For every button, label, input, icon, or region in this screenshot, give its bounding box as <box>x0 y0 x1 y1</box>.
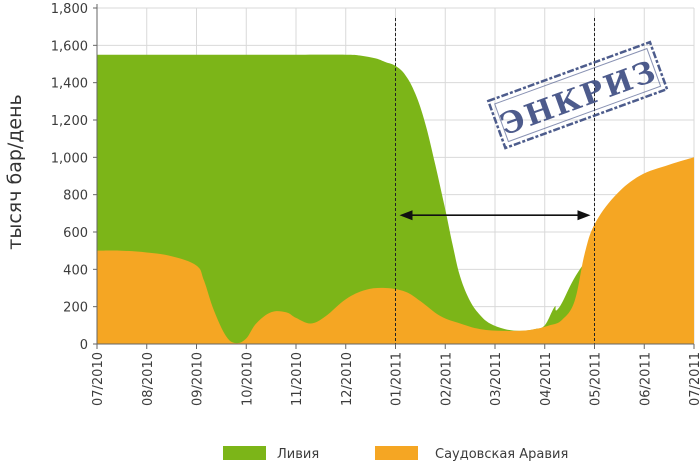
stamp-text: ЭНКРИЗ <box>496 54 662 143</box>
stamp: ЭНКРИЗ <box>486 40 669 150</box>
y-tick-label-7: 1,400 <box>51 77 88 92</box>
area-series-saudi-arabia <box>97 157 694 344</box>
x-tick-label-9: 04/2011 <box>539 352 554 406</box>
arrowhead-right <box>577 210 591 221</box>
x-tick-label-4: 11/2010 <box>290 352 305 406</box>
y-tick-label-0: 0 <box>80 338 88 353</box>
x-tick-label-3: 10/2010 <box>240 352 255 406</box>
x-tick-label-12: 07/2011 <box>688 352 700 406</box>
x-tick-label-8: 03/2011 <box>489 352 504 406</box>
legend-swatch-saudi <box>375 446 418 460</box>
legend-label-libya: Ливия <box>277 447 319 462</box>
x-tick-label-2: 09/2010 <box>191 352 206 406</box>
y-tick-label-8: 1,600 <box>51 39 88 54</box>
arrowhead-left <box>399 210 413 221</box>
y-tick-label-1: 200 <box>63 301 88 316</box>
legend-swatch-libya <box>223 446 266 460</box>
y-axis-label: тысяч бар/день <box>4 94 26 249</box>
y-tick-label-6: 1,200 <box>51 114 88 129</box>
x-tick-label-7: 02/2011 <box>439 352 454 406</box>
x-tick-label-1: 08/2010 <box>141 352 156 406</box>
y-tick-label-9: 1,800 <box>51 2 88 17</box>
legend: Ливия Саудовская Аравия <box>223 446 568 462</box>
x-tick-label-10: 05/2011 <box>589 352 604 406</box>
x-tick-label-5: 12/2010 <box>340 352 355 406</box>
axes <box>93 4 695 349</box>
y-tick-labels: 0 200 400 600 800 1,000 1,200 1,400 1,600 1,800 <box>51 2 88 353</box>
crisis-markers <box>395 18 595 344</box>
x-tick-label-11: 06/2011 <box>638 352 653 406</box>
x-tick-label-6: 01/2011 <box>390 352 405 406</box>
y-tick-label-5: 1,000 <box>51 151 88 166</box>
y-tick-label-3: 600 <box>63 226 88 241</box>
legend-label-saudi: Саудовская Аравия <box>435 447 568 462</box>
x-tick-labels: 07/2010 08/2010 09/2010 10/2010 11/2010 12/20… <box>91 352 700 406</box>
x-tick-label-0: 07/2010 <box>91 352 106 406</box>
y-tick-label-2: 400 <box>63 263 88 278</box>
y-tick-label-4: 800 <box>63 189 88 204</box>
